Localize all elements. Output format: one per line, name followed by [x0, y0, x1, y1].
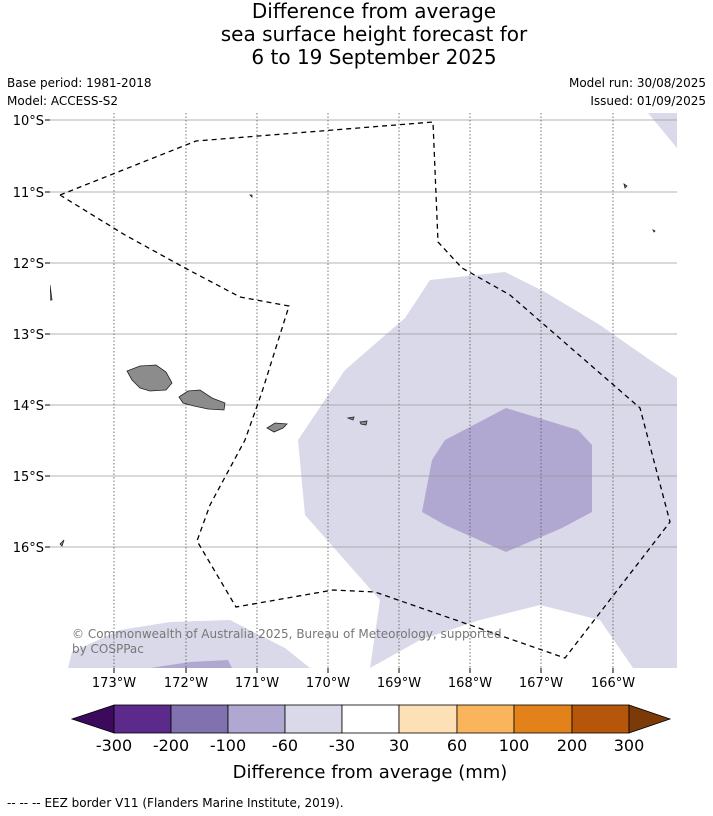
island-upolu: [178, 389, 226, 411]
colorbar-tick: -60: [272, 736, 298, 755]
land-masses: [50, 183, 656, 547]
island-tutuila: [266, 422, 288, 433]
island-east: [652, 229, 656, 233]
island-tau: [359, 420, 368, 426]
colorbar-tick: -100: [210, 736, 246, 755]
colorbar-segment: [170, 704, 229, 734]
colorbar-tick: 300: [614, 736, 645, 755]
colorbar-segment: [571, 704, 630, 734]
lat-label: 12°S: [13, 257, 44, 272]
latitude-gridlines: [50, 119, 677, 548]
anomaly-band-medium: [150, 408, 592, 668]
anomaly-core-south: [150, 660, 232, 668]
eez-borders: [59, 121, 671, 659]
island-west-edge: [50, 284, 53, 301]
colorbar-segment: [456, 704, 515, 734]
lon-label: 170°W: [306, 676, 350, 691]
colorbar-segment: [513, 704, 573, 734]
lat-label: 10°S: [13, 114, 44, 129]
lat-label: 15°S: [13, 470, 44, 485]
colorbar-tick: -300: [96, 736, 132, 755]
lat-label: 14°S: [13, 399, 44, 414]
meta-right: Model run: 30/08/2025 Issued: 01/09/2025: [569, 74, 706, 110]
colorbar-tick: -200: [153, 736, 189, 755]
longitude-labels: 173°W 172°W 171°W 170°W 169°W 168°W 167°…: [92, 676, 635, 691]
colorbar-segment: [284, 704, 343, 734]
map-figure: © Commonwealth of Australia 2025, Bureau…: [13, 113, 677, 783]
colorbar-segment: [113, 704, 172, 734]
copyright-line-1: © Commonwealth of Australia 2025, Bureau…: [72, 627, 502, 641]
colorbar-tick: 100: [499, 736, 530, 755]
colorbar-segment: [398, 704, 458, 734]
model-run: Model run: 30/08/2025: [568, 76, 706, 90]
latitude-labels: 10°S 11°S 12°S 13°S 14°S 15°S 16°S: [13, 114, 44, 556]
lat-label: 11°S: [13, 186, 44, 201]
colorbar-segment: [227, 704, 286, 734]
anomaly-region-northeast: [648, 113, 677, 148]
colorbar-tick: 30: [389, 736, 409, 755]
lat-label: 13°S: [13, 328, 44, 343]
colorbar-tick: -30: [329, 736, 355, 755]
colorbar-extend-high: [628, 704, 672, 734]
anomaly-region-southwest: [68, 620, 310, 668]
title-line-2: sea surface height forecast for: [220, 22, 528, 46]
lon-label: 168°W: [448, 676, 492, 691]
lon-label: 171°W: [235, 676, 279, 691]
copyright-line-2: by COSPPac: [72, 642, 144, 656]
lon-label: 167°W: [519, 676, 563, 691]
title-line-1: Difference from average: [251, 0, 497, 23]
eez-legend: -- -- -- EEZ border V11 (Flanders Marine…: [7, 796, 344, 810]
issued-date: Issued: 01/09/2025: [590, 94, 706, 108]
title-line-3: 6 to 19 September 2025: [251, 45, 497, 69]
island-north: [249, 194, 253, 198]
island-savaii: [126, 364, 173, 392]
lon-label: 166°W: [591, 676, 635, 691]
map-plot-area: © Commonwealth of Australia 2025, Bureau…: [50, 113, 677, 668]
axis-ticks: [45, 119, 614, 673]
colorbar: [70, 704, 672, 734]
anomaly-core: [422, 408, 592, 552]
lon-label: 172°W: [164, 676, 208, 691]
eez-legend-text: EEZ border V11 (Flanders Marine Institut…: [44, 796, 344, 810]
island-ofu: [346, 416, 355, 421]
colorbar-title: Difference from average (mm): [233, 762, 508, 783]
island-south-west: [59, 539, 65, 547]
longitude-gridlines: [113, 113, 614, 668]
lon-label: 169°W: [377, 676, 421, 691]
island-northeast: [623, 183, 628, 189]
colorbar-segment: [341, 704, 400, 734]
colorbar-tick-labels: -300 -200 -100 -60 -30 30 60 100 200 300: [96, 736, 644, 755]
meta-left: Base period: 1981-2018 Model: ACCESS-S2: [7, 74, 152, 110]
lon-label: 173°W: [92, 676, 136, 691]
colorbar-extend-low: [70, 704, 115, 734]
colorbar-tick: 60: [447, 736, 467, 755]
base-period: Base period: 1981-2018: [7, 76, 152, 90]
model-name: Model: ACCESS-S2: [7, 94, 119, 108]
lat-label: 16°S: [13, 541, 44, 556]
eez-border-samoa: [59, 121, 671, 659]
colorbar-tick: 200: [557, 736, 588, 755]
eez-legend-symbol: -- -- --: [7, 796, 41, 810]
map-title: Difference from average sea surface heig…: [0, 0, 713, 69]
